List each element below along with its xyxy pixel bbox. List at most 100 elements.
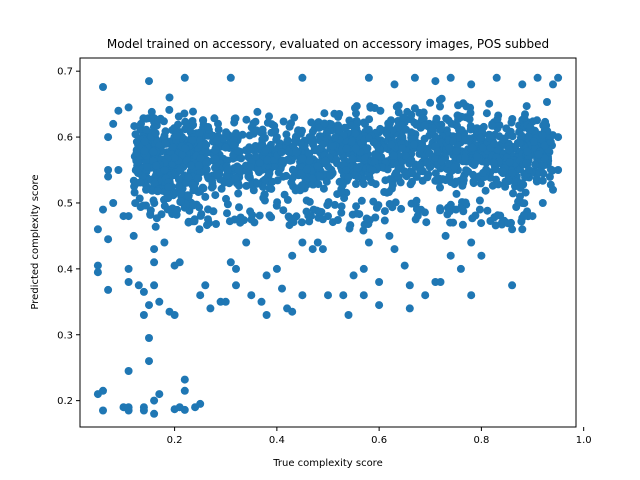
data-point	[253, 107, 262, 116]
data-point	[508, 225, 517, 234]
data-point	[219, 134, 227, 143]
data-point	[324, 198, 333, 207]
data-point	[539, 121, 548, 130]
data-point	[471, 211, 480, 220]
data-point	[388, 181, 397, 190]
data-point	[396, 178, 405, 187]
data-point	[131, 130, 140, 139]
data-point	[372, 151, 381, 160]
data-point	[298, 73, 307, 82]
data-point	[336, 177, 345, 186]
data-point	[332, 155, 341, 164]
data-point	[142, 125, 151, 134]
data-point	[461, 198, 470, 207]
data-point	[352, 180, 360, 188]
data-point	[436, 206, 445, 215]
data-point	[153, 187, 162, 196]
data-point	[380, 207, 389, 216]
data-point	[99, 386, 107, 395]
data-point	[416, 167, 425, 176]
data-point	[206, 304, 215, 313]
data-point	[283, 137, 292, 146]
data-point	[533, 73, 542, 82]
data-point	[93, 261, 102, 270]
data-point	[290, 113, 299, 122]
data-point	[130, 122, 139, 131]
data-point	[436, 183, 444, 192]
data-point	[201, 192, 210, 201]
data-point	[517, 217, 526, 226]
data-point	[511, 177, 520, 186]
x-axis: 0.2 0.4 0.6 0.8 1.0	[167, 427, 592, 446]
data-point	[397, 204, 406, 213]
data-point	[202, 141, 211, 150]
data-point	[223, 165, 232, 174]
data-point	[147, 107, 156, 116]
data-point	[385, 200, 394, 208]
data-point	[365, 115, 374, 124]
data-point	[214, 125, 223, 134]
data-point	[297, 218, 306, 227]
data-point	[364, 238, 373, 247]
x-tick-label: 1.0	[576, 435, 592, 446]
data-point	[485, 99, 494, 108]
data-point	[229, 141, 238, 150]
data-point	[212, 170, 221, 179]
data-point	[184, 173, 193, 182]
data-point	[412, 196, 421, 205]
data-point	[104, 166, 113, 174]
data-point	[135, 194, 144, 203]
y-tick-label: 0.2	[57, 396, 73, 407]
data-point	[114, 166, 123, 174]
data-point	[248, 211, 257, 220]
data-point	[499, 135, 508, 144]
data-point	[359, 264, 368, 273]
data-point	[546, 137, 555, 146]
data-point	[340, 194, 349, 203]
data-point	[538, 131, 547, 140]
data-point	[398, 132, 407, 141]
data-point	[508, 132, 517, 141]
data-point	[168, 143, 177, 152]
data-point	[189, 120, 198, 129]
data-point	[181, 118, 190, 127]
data-point	[450, 163, 459, 172]
data-point	[284, 147, 293, 156]
data-point	[298, 154, 307, 163]
data-point	[262, 311, 271, 319]
data-point	[232, 129, 240, 138]
data-point	[150, 409, 159, 418]
data-point	[190, 217, 199, 226]
data-point	[175, 258, 184, 267]
data-point	[350, 171, 359, 180]
data-point	[134, 281, 143, 290]
data-point	[423, 159, 432, 168]
data-point	[349, 271, 358, 280]
data-point	[252, 126, 261, 135]
data-point	[104, 285, 113, 294]
data-point	[268, 177, 277, 186]
scatter-points	[93, 73, 563, 418]
data-point	[308, 245, 317, 254]
data-point	[164, 182, 173, 191]
data-point	[355, 210, 364, 219]
data-point	[549, 80, 557, 89]
data-point	[452, 189, 461, 198]
data-point	[466, 103, 475, 112]
data-point	[237, 154, 246, 163]
data-point	[291, 137, 300, 146]
data-point	[467, 80, 476, 89]
data-point	[267, 213, 276, 222]
data-point	[259, 193, 268, 202]
data-point	[531, 160, 540, 169]
data-point	[482, 158, 491, 167]
data-point	[176, 189, 185, 198]
data-point	[180, 73, 189, 82]
data-point	[479, 168, 488, 177]
data-point	[353, 119, 362, 128]
data-point	[344, 173, 353, 182]
data-point	[461, 136, 470, 145]
data-point	[446, 200, 455, 209]
data-point	[387, 140, 396, 149]
data-point	[339, 291, 348, 300]
